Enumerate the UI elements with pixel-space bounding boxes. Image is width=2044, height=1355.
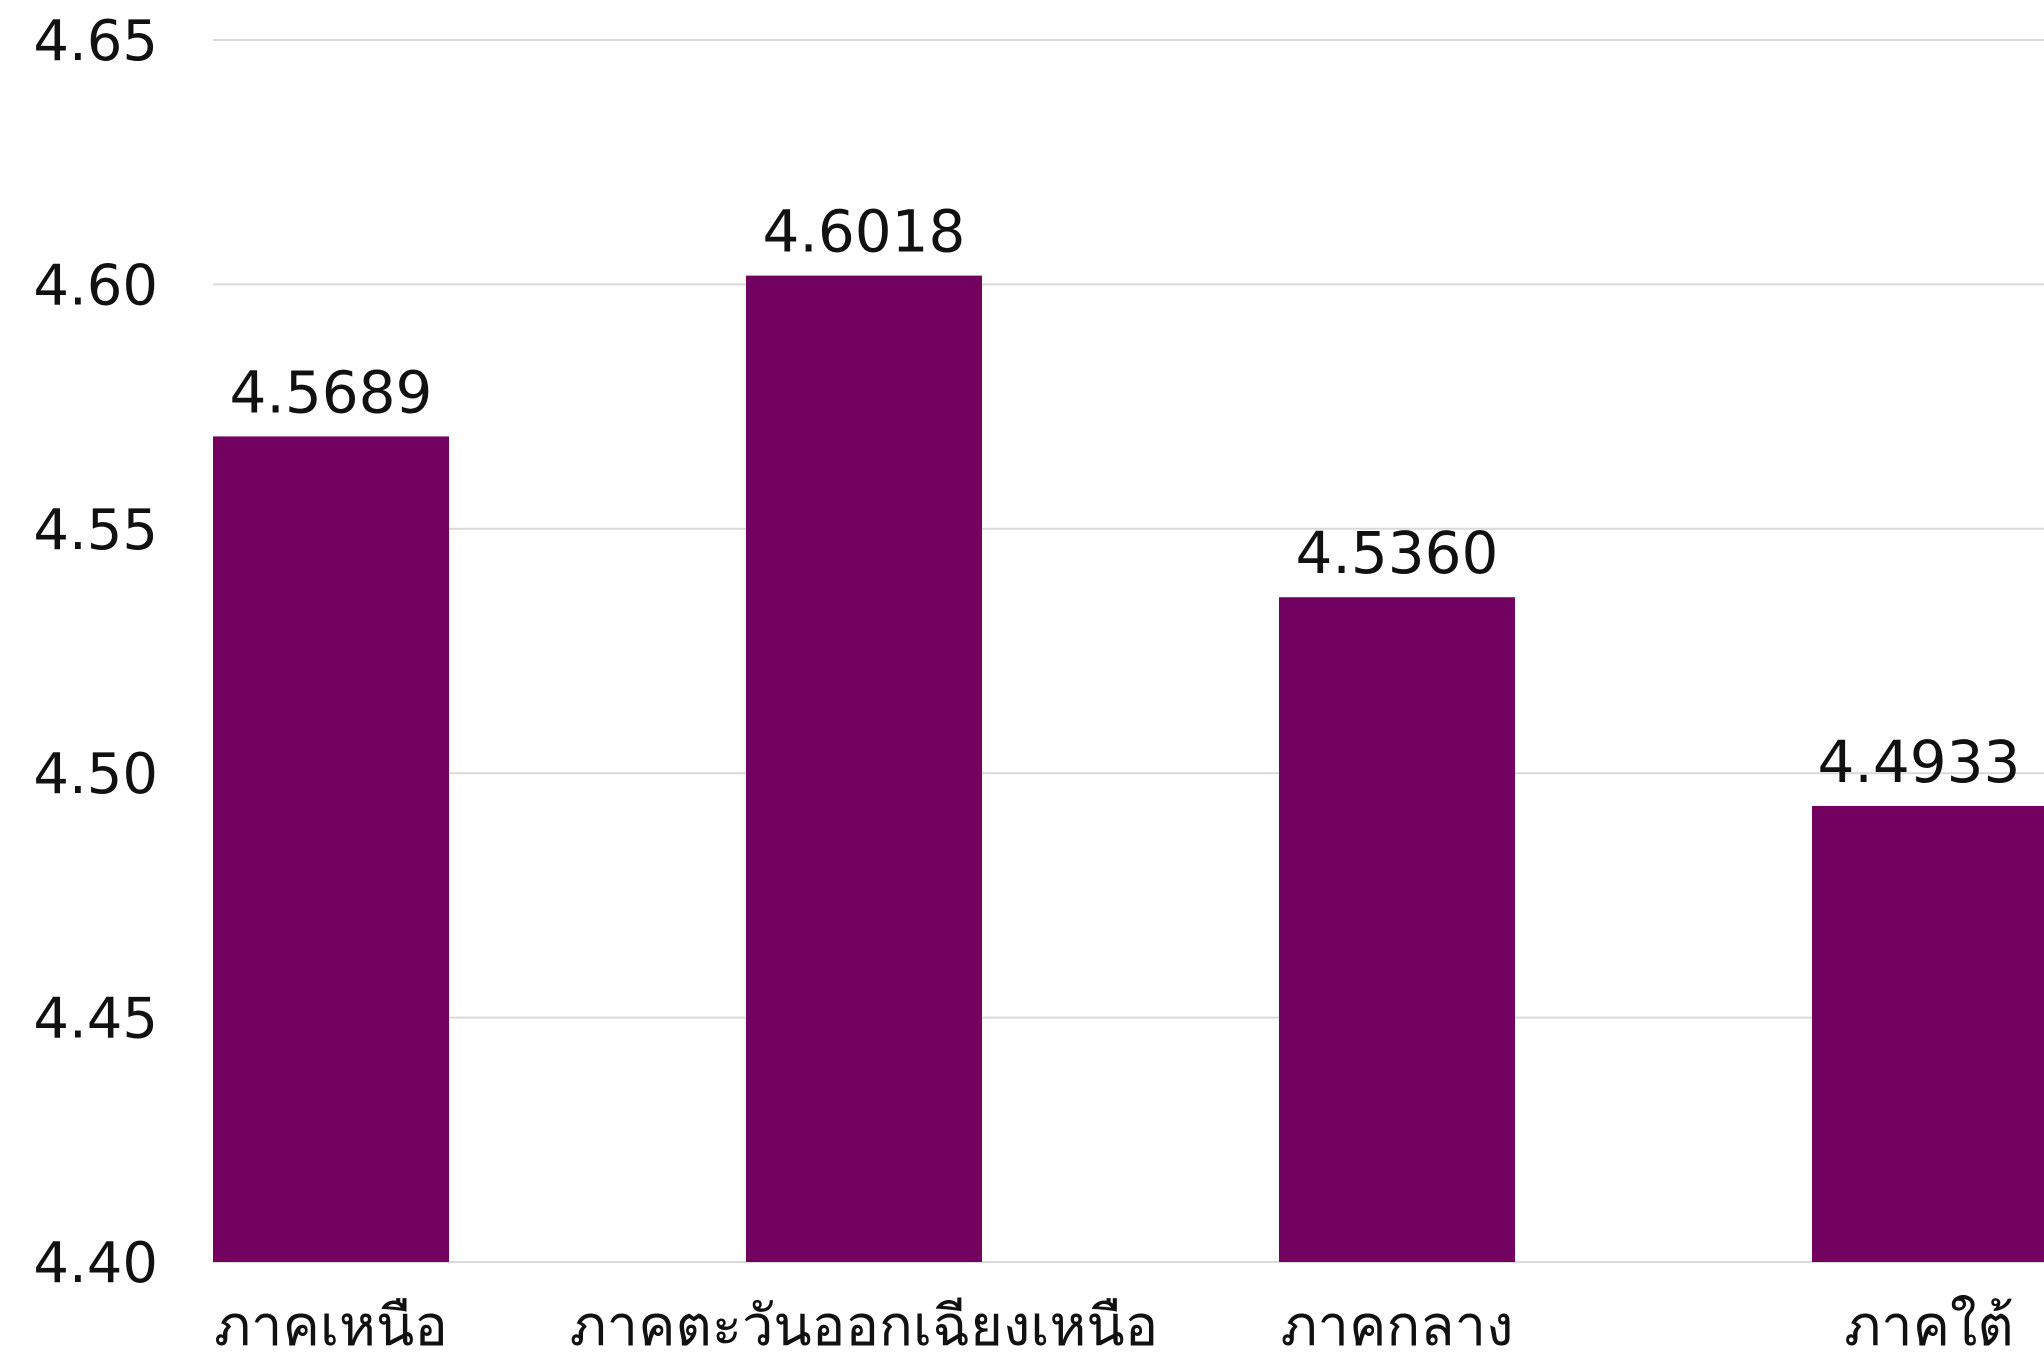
data-label: 4.5689 (230, 358, 433, 426)
x-category-label: ภาคเหนือ (214, 1294, 448, 1355)
x-category-label: ภาคใต้ (1844, 1294, 2014, 1355)
x-category-label: ภาคตะวันออกเฉียงเหนือ (570, 1294, 1159, 1355)
y-tick-label: 4.50 (33, 742, 158, 807)
bar (1812, 805, 2044, 1262)
data-label: 4.4933 (1818, 728, 2021, 796)
y-tick-label: 4.55 (33, 498, 158, 563)
bar (746, 275, 982, 1263)
bar (213, 436, 449, 1262)
y-tick-label: 4.65 (33, 9, 158, 74)
x-category-label: ภาคกลาง (1281, 1294, 1514, 1355)
gridlines (213, 39, 2044, 1263)
y-tick-label: 4.60 (33, 253, 158, 318)
y-axis-tick-labels: 4.40 4.45 4.50 4.55 4.60 4.65 (33, 9, 158, 1296)
y-tick-label: 4.45 (33, 987, 158, 1052)
data-label: 4.5360 (1296, 519, 1499, 587)
bar (1279, 597, 1515, 1262)
data-label: 4.6018 (763, 198, 966, 266)
data-labels: 4.5689 4.6018 4.5360 4.4933 (230, 198, 2021, 796)
y-tick-label: 4.40 (33, 1231, 158, 1296)
x-axis-category-labels: ภาคเหนือ ภาคตะวันออกเฉียงเหนือ ภาคกลาง ภาคใ… (214, 1294, 2014, 1355)
bars (213, 275, 2044, 1263)
